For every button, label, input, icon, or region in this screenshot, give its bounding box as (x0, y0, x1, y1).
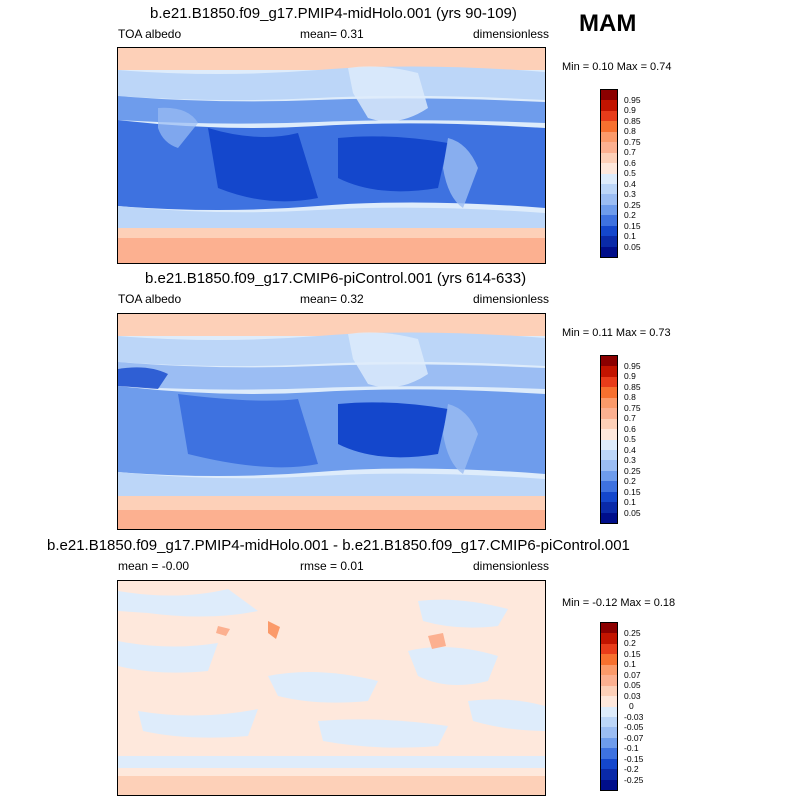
panel-title: b.e21.B1850.f09_g17.PMIP4-midHolo.001 (y… (150, 5, 517, 22)
units-label: dimensionless (473, 292, 550, 306)
colorbar-label: -0.15 (624, 754, 644, 764)
colorbar-label: -0.05 (624, 722, 644, 732)
colorbar-label: 0.15 (624, 221, 641, 231)
colorbar-label: 0.7 (624, 147, 636, 157)
colorbar-label: 0.07 (624, 670, 641, 680)
colorbar-label: -0.03 (624, 712, 644, 722)
colorbar-label: 0.2 (624, 476, 636, 486)
units-label: dimensionless (473, 27, 550, 41)
colorbar-label: 0.9 (624, 105, 636, 115)
albedo-map-plot (118, 48, 545, 263)
minmax-label: Min = 0.11 Max = 0.73 (562, 327, 671, 339)
colorbar (600, 89, 618, 258)
colorbar-label: 0.4 (624, 445, 636, 455)
colorbar-label: 0.1 (624, 231, 636, 241)
difference-map-plot (118, 581, 545, 795)
colorbar-label: 0.15 (624, 487, 641, 497)
colorbar-label: 0.95 (624, 361, 641, 371)
colorbar-label: 0.3 (624, 455, 636, 465)
colorbar-label: -0.1 (624, 743, 639, 753)
colorbar-label: 0.2 (624, 638, 636, 648)
mean-label: mean= 0.31 (300, 27, 364, 41)
colorbar-label: 0.25 (624, 466, 641, 476)
colorbar-label: 0.4 (624, 179, 636, 189)
season-label: MAM (579, 10, 637, 37)
colorbar (600, 622, 618, 791)
minmax-label: Min = 0.10 Max = 0.74 (562, 61, 672, 73)
panel-title: b.e21.B1850.f09_g17.CMIP6-piControl.001 … (145, 270, 527, 287)
colorbar-label: 0.15 (624, 649, 641, 659)
colorbar-label: 0.3 (624, 189, 636, 199)
mean-label: mean = -0.00 (118, 559, 190, 573)
colorbar-label: -0.07 (624, 733, 644, 743)
variable-label: TOA albedo (118, 27, 182, 41)
colorbar-label: 0 (629, 701, 634, 711)
colorbar-label: 0.05 (624, 680, 641, 690)
colorbar-label: 0.2 (624, 210, 636, 220)
colorbar-label: -0.25 (624, 775, 644, 785)
colorbar-label: 0.85 (624, 382, 641, 392)
albedo-map (117, 313, 546, 530)
difference-map (117, 580, 546, 796)
colorbar-label: 0.7 (624, 413, 636, 423)
colorbar-label: 0.5 (624, 168, 636, 178)
colorbar-label: 0.8 (624, 126, 636, 136)
colorbar-label: 0.6 (624, 158, 636, 168)
mean-label: mean= 0.32 (300, 292, 364, 306)
colorbar-label: 0.85 (624, 116, 641, 126)
colorbar-label: 0.9 (624, 371, 636, 381)
colorbar-label: 0.05 (624, 508, 641, 518)
colorbar-label: 0.5 (624, 434, 636, 444)
albedo-map (117, 47, 546, 264)
colorbar (600, 355, 618, 524)
colorbar-label: 0.8 (624, 392, 636, 402)
colorbar-label: 0.1 (624, 659, 636, 669)
rmse-label: rmse = 0.01 (300, 559, 364, 573)
colorbar-label: 0.75 (624, 137, 641, 147)
colorbar-label: 0.75 (624, 403, 641, 413)
colorbar-label: 0.95 (624, 95, 641, 105)
panel-title: b.e21.B1850.f09_g17.PMIP4-midHolo.001 - … (47, 537, 630, 554)
colorbar-label: 0.03 (624, 691, 641, 701)
colorbar-label: 0.05 (624, 242, 641, 252)
colorbar-label: 0.25 (624, 628, 641, 638)
units-label: dimensionless (473, 559, 550, 573)
albedo-map-plot (118, 314, 545, 529)
colorbar-label: 0.25 (624, 200, 641, 210)
minmax-label: Min = -0.12 Max = 0.18 (562, 597, 676, 609)
colorbar-label: -0.2 (624, 764, 639, 774)
colorbar-label: 0.6 (624, 424, 636, 434)
colorbar-label: 0.1 (624, 497, 636, 507)
variable-label: TOA albedo (118, 292, 182, 306)
